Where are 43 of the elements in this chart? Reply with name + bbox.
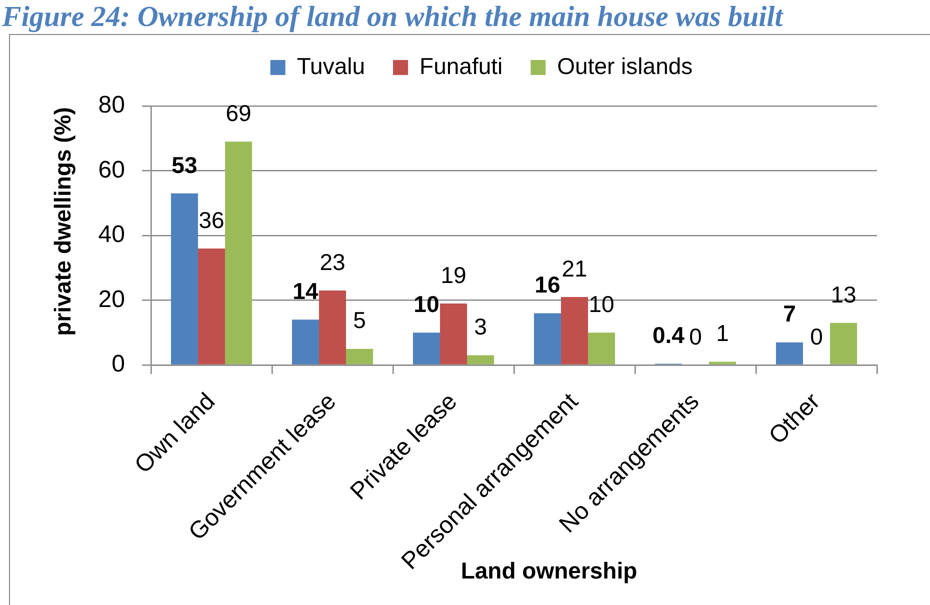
- data-label: 21: [562, 255, 588, 282]
- legend-label: Tuvalu: [296, 52, 366, 79]
- data-label: 0: [810, 323, 823, 350]
- y-axis-title: private dwellings (%): [49, 107, 76, 336]
- data-label: 69: [226, 100, 252, 126]
- bar: [170, 193, 198, 364]
- legend-label: Outer islands: [557, 52, 693, 79]
- data-label: 7: [783, 300, 796, 327]
- data-label: 14: [292, 278, 318, 304]
- bar: [588, 332, 616, 364]
- legend-label: Funafuti: [420, 52, 503, 79]
- bar: [318, 290, 346, 364]
- bar: [292, 320, 319, 364]
- bar: [198, 248, 226, 364]
- data-label: 1: [716, 320, 729, 346]
- data-label: 36: [198, 206, 224, 233]
- data-label: 10: [414, 290, 440, 317]
- data-label: 19: [440, 262, 466, 288]
- y-tick-label: 20: [98, 286, 125, 313]
- bar: [534, 313, 561, 364]
- data-label: 5: [353, 307, 366, 334]
- bar: [560, 297, 588, 364]
- bar: [412, 332, 440, 364]
- data-label: 13: [830, 281, 856, 308]
- y-tick-label: 60: [98, 156, 125, 184]
- bar: [830, 322, 858, 364]
- data-label: 3: [474, 314, 487, 340]
- chart-title: Figure 24: Ownership of land on which the main house was built: [2, 0, 783, 34]
- bar: [225, 142, 252, 364]
- data-label: 0: [689, 323, 702, 350]
- bar: [776, 342, 803, 364]
- data-label: 53: [172, 152, 198, 178]
- bar: [467, 355, 494, 364]
- data-label: 10: [588, 290, 614, 317]
- bar: [709, 362, 736, 364]
- data-label: 16: [534, 272, 560, 298]
- y-tick-label: 40: [98, 221, 125, 248]
- bar: [346, 348, 374, 364]
- data-label: 0.4: [652, 322, 685, 348]
- y-tick-label: 80: [98, 92, 125, 119]
- bar: [440, 303, 468, 364]
- data-label: 23: [320, 248, 346, 275]
- y-tick-label: 0: [112, 350, 125, 378]
